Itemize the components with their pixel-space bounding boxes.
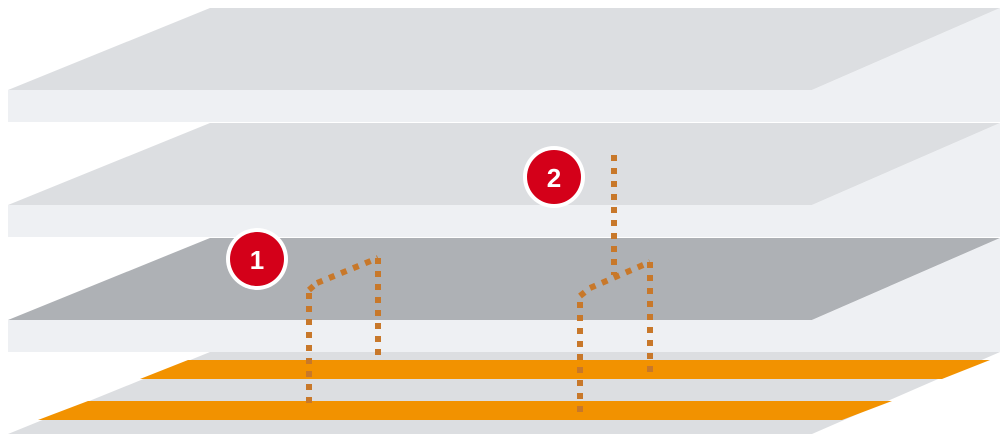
via-1-slant [307, 280, 319, 293]
badge-1-icon: 1 [226, 228, 288, 290]
layer-2 [8, 123, 1000, 237]
trace-upper [140, 360, 990, 379]
via-1-cross [315, 255, 380, 286]
via-2-slant [578, 285, 592, 299]
via-path-1 [306, 255, 381, 403]
layer-2-side-face [8, 123, 1000, 237]
badge-2-label: 2 [547, 163, 561, 193]
badge-1-label: 1 [250, 245, 264, 275]
badge-2-icon: 2 [523, 146, 585, 208]
trace-lower [38, 401, 892, 420]
via-2-cross [588, 259, 652, 291]
layer-2-top-face [8, 123, 1000, 205]
layer-1-top-face [8, 8, 1000, 90]
layer-3-side-face [8, 238, 1000, 352]
layer-1 [8, 8, 1000, 122]
via-path-2 [577, 155, 653, 412]
layer-4 [8, 352, 1000, 434]
layer-1-side-face [8, 8, 1000, 122]
layer-3 [8, 238, 1000, 352]
